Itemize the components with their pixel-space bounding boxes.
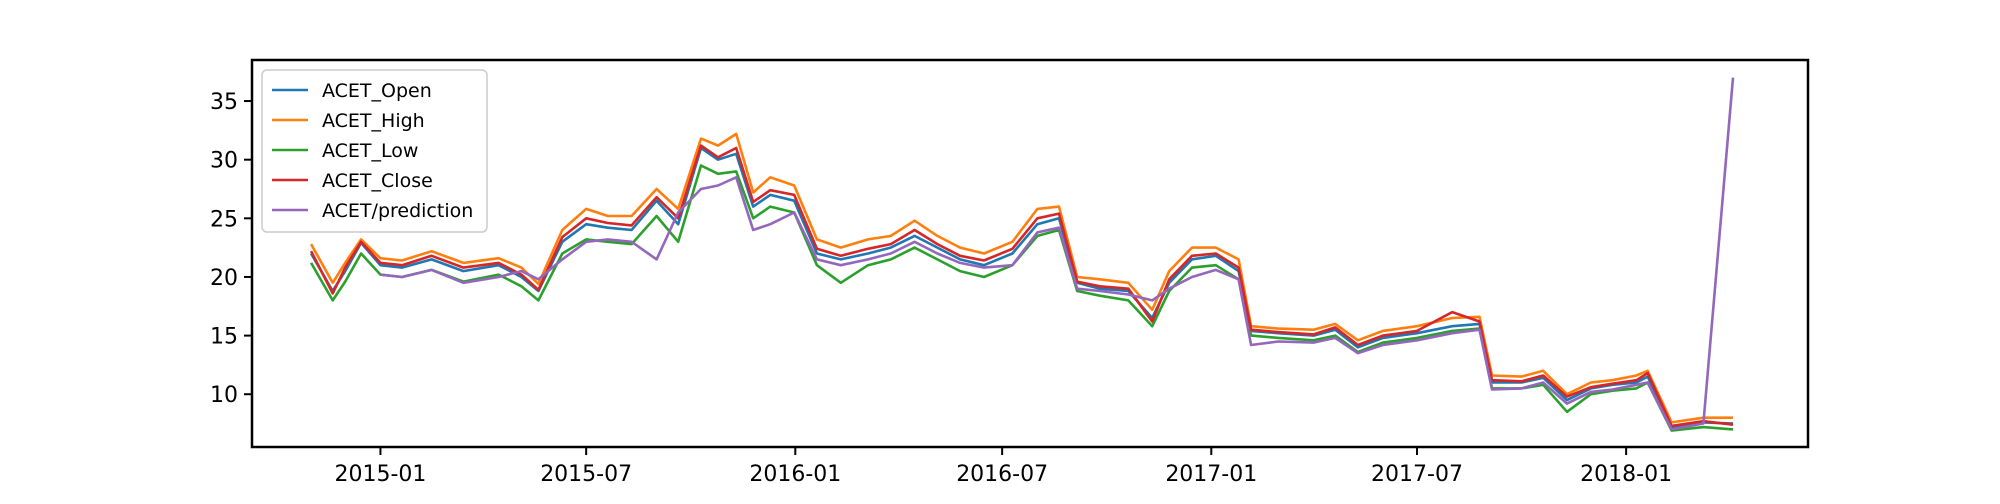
y-tick-label: 35 <box>210 90 238 115</box>
legend-box <box>261 69 488 233</box>
legend-label: ACET/prediction <box>322 200 473 222</box>
x-tick-label: 2016-01 <box>749 462 841 487</box>
y-tick-label: 30 <box>210 149 238 174</box>
x-tick-label: 2015-07 <box>540 462 632 487</box>
series-line-2 <box>309 164 1734 432</box>
x-axis: 2015-01 2015-07 2016-01 2016-07 2017-01 2017-… <box>334 447 1672 487</box>
y-tick-label: 15 <box>210 325 238 350</box>
y-axis: 10 15 20 25 30 35 <box>210 90 252 408</box>
x-tick-label: 2016-07 <box>956 462 1048 487</box>
legend-label: ACET_Close <box>322 170 433 192</box>
x-tick-label: 2015-01 <box>334 462 426 487</box>
series-line-4 <box>380 77 1735 431</box>
legend-label: ACET_Open <box>322 80 432 102</box>
y-tick-label: 25 <box>210 207 238 232</box>
x-tick-label: 2017-07 <box>1371 462 1463 487</box>
y-tick-label: 20 <box>210 266 238 291</box>
plot-frame <box>250 58 1810 449</box>
series-line-3 <box>309 144 1734 428</box>
legend: ACET_Open ACET_High ACET_Low ACET_Close ACET… <box>261 69 488 233</box>
x-tick-label: 2018-01 <box>1580 462 1672 487</box>
legend-label: ACET_High <box>322 110 425 132</box>
legend-label: ACET_Low <box>322 140 418 162</box>
y-tick-label: 10 <box>210 383 238 408</box>
series-layer <box>309 77 1735 432</box>
x-tick-label: 2017-01 <box>1165 462 1257 487</box>
